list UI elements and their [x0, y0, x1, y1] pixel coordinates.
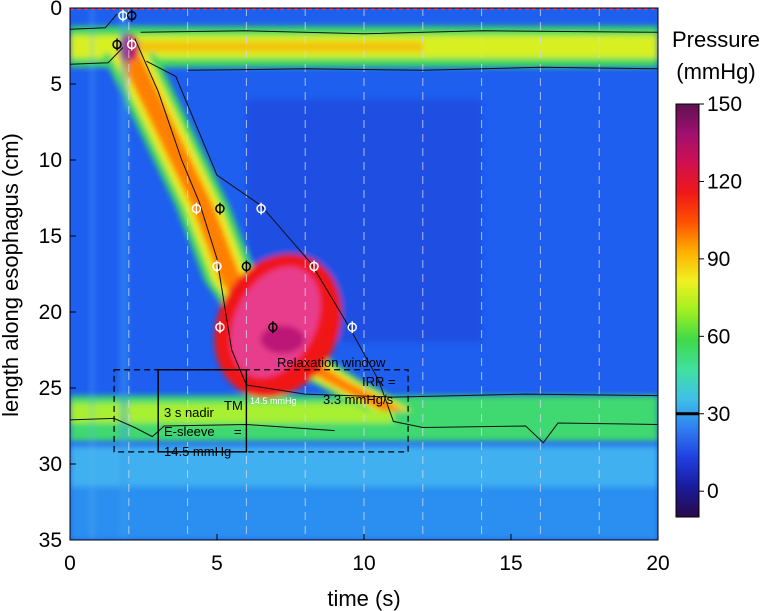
y-tick-label-5: 25: [39, 377, 62, 400]
y-tick-label-6: 30: [39, 453, 62, 476]
irr-label-line1: IRR =: [362, 374, 396, 389]
contraction-marker-2: [112, 39, 122, 50]
contraction-marker-3: [126, 39, 137, 50]
contraction-marker-7: [212, 261, 222, 272]
colorbar-gradient: [675, 103, 700, 518]
colorbar-tick-label-5: 0: [707, 480, 719, 503]
y-tick-label-7: 35: [39, 529, 62, 552]
nadir-box: [157, 369, 248, 453]
colorbar-title-line2: (mmHg): [676, 59, 755, 84]
isobar-contraction-right: [146, 60, 658, 444]
x-tick-label-4: 20: [646, 552, 669, 575]
les-band-inner: [70, 403, 394, 423]
isobar-ues-bottom-left: [70, 47, 124, 65]
colorbar-tick-label-3: 60: [707, 325, 730, 348]
colorbar-tick-label-4: 30: [707, 403, 730, 426]
y-tick-label-1: 5: [50, 73, 62, 96]
contraction-marker-6: [256, 203, 266, 214]
contraction-marker-9: [309, 261, 319, 272]
annotations-group: Relaxation window IRR = 3.3 mmHg/s 14.5 …: [113, 355, 409, 459]
y-tick-label-4: 20: [39, 301, 62, 324]
irr-small-label: 14.5 mmHg: [250, 396, 297, 406]
ues-band-core: [134, 41, 423, 53]
contraction-marker-1: [126, 10, 137, 21]
nadir-trademark: TM: [224, 398, 243, 413]
nadir-equals: =: [234, 424, 242, 439]
isobar-ues-top-left: [70, 13, 118, 30]
y-axis: 0 5 10 15 20 25 30 35: [39, 0, 76, 552]
isobar-ues-top: [140, 30, 658, 35]
nadir-label-line1: 3 s nadir: [164, 405, 215, 420]
contraction-marker-12: [347, 322, 357, 332]
x-tick-label-2: 10: [352, 552, 375, 575]
contraction-marker-11: [268, 322, 278, 332]
contraction-markers: [112, 9, 357, 334]
contraction-marker-0: [118, 10, 128, 21]
y-tick-label-3: 15: [39, 225, 62, 248]
colorbar: Pressure (mmHg) 150 120 90 60 30 0: [672, 27, 760, 518]
lower-cyan-band: [70, 445, 658, 487]
artifact-column: [90, 8, 94, 540]
x-tick-label-3: 15: [499, 552, 522, 575]
y-tick-label-0: 0: [50, 0, 62, 20]
nadir-label-line2: E-sleeve: [164, 424, 215, 439]
peak-magenta-core: [260, 325, 305, 354]
contraction-marker-5: [215, 203, 225, 214]
y-axis-title: length along esophagus (cm): [0, 133, 23, 417]
colorbar-title-line1: Pressure: [672, 27, 760, 52]
y-tick-label-2: 10: [39, 149, 62, 172]
relaxation-window-label: Relaxation window: [277, 355, 386, 370]
colorbar-tick-label-2: 90: [707, 248, 730, 271]
contraction-marker-10: [215, 322, 225, 332]
relaxation-window-box: [113, 369, 409, 453]
irr-label-line2: 3.3 mmHg/s: [323, 392, 394, 407]
peak-pink-region: [230, 266, 321, 378]
contraction-marker-4: [191, 203, 202, 214]
x-tick-label-1: 5: [211, 552, 223, 575]
nadir-label-line3: 14.5 mmHg: [164, 444, 231, 459]
x-axis: 0 5 10 15 20: [64, 534, 670, 575]
contraction-yellow: [110, 53, 412, 411]
colorbar-tick-label-1: 120: [707, 170, 742, 193]
contraction-marker-8: [241, 261, 252, 272]
x-tick-label-0: 0: [64, 552, 76, 575]
contraction-orange: [117, 53, 405, 411]
isobar-ues-bottom: [187, 66, 658, 71]
isobar-contraction-left: [134, 38, 658, 398]
swallow-artifact-column: [119, 8, 128, 540]
colorbar-tick-label-0: 150: [707, 93, 742, 116]
x-axis-title: time (s): [327, 586, 400, 611]
heatmap-plot-area: [70, 8, 658, 540]
